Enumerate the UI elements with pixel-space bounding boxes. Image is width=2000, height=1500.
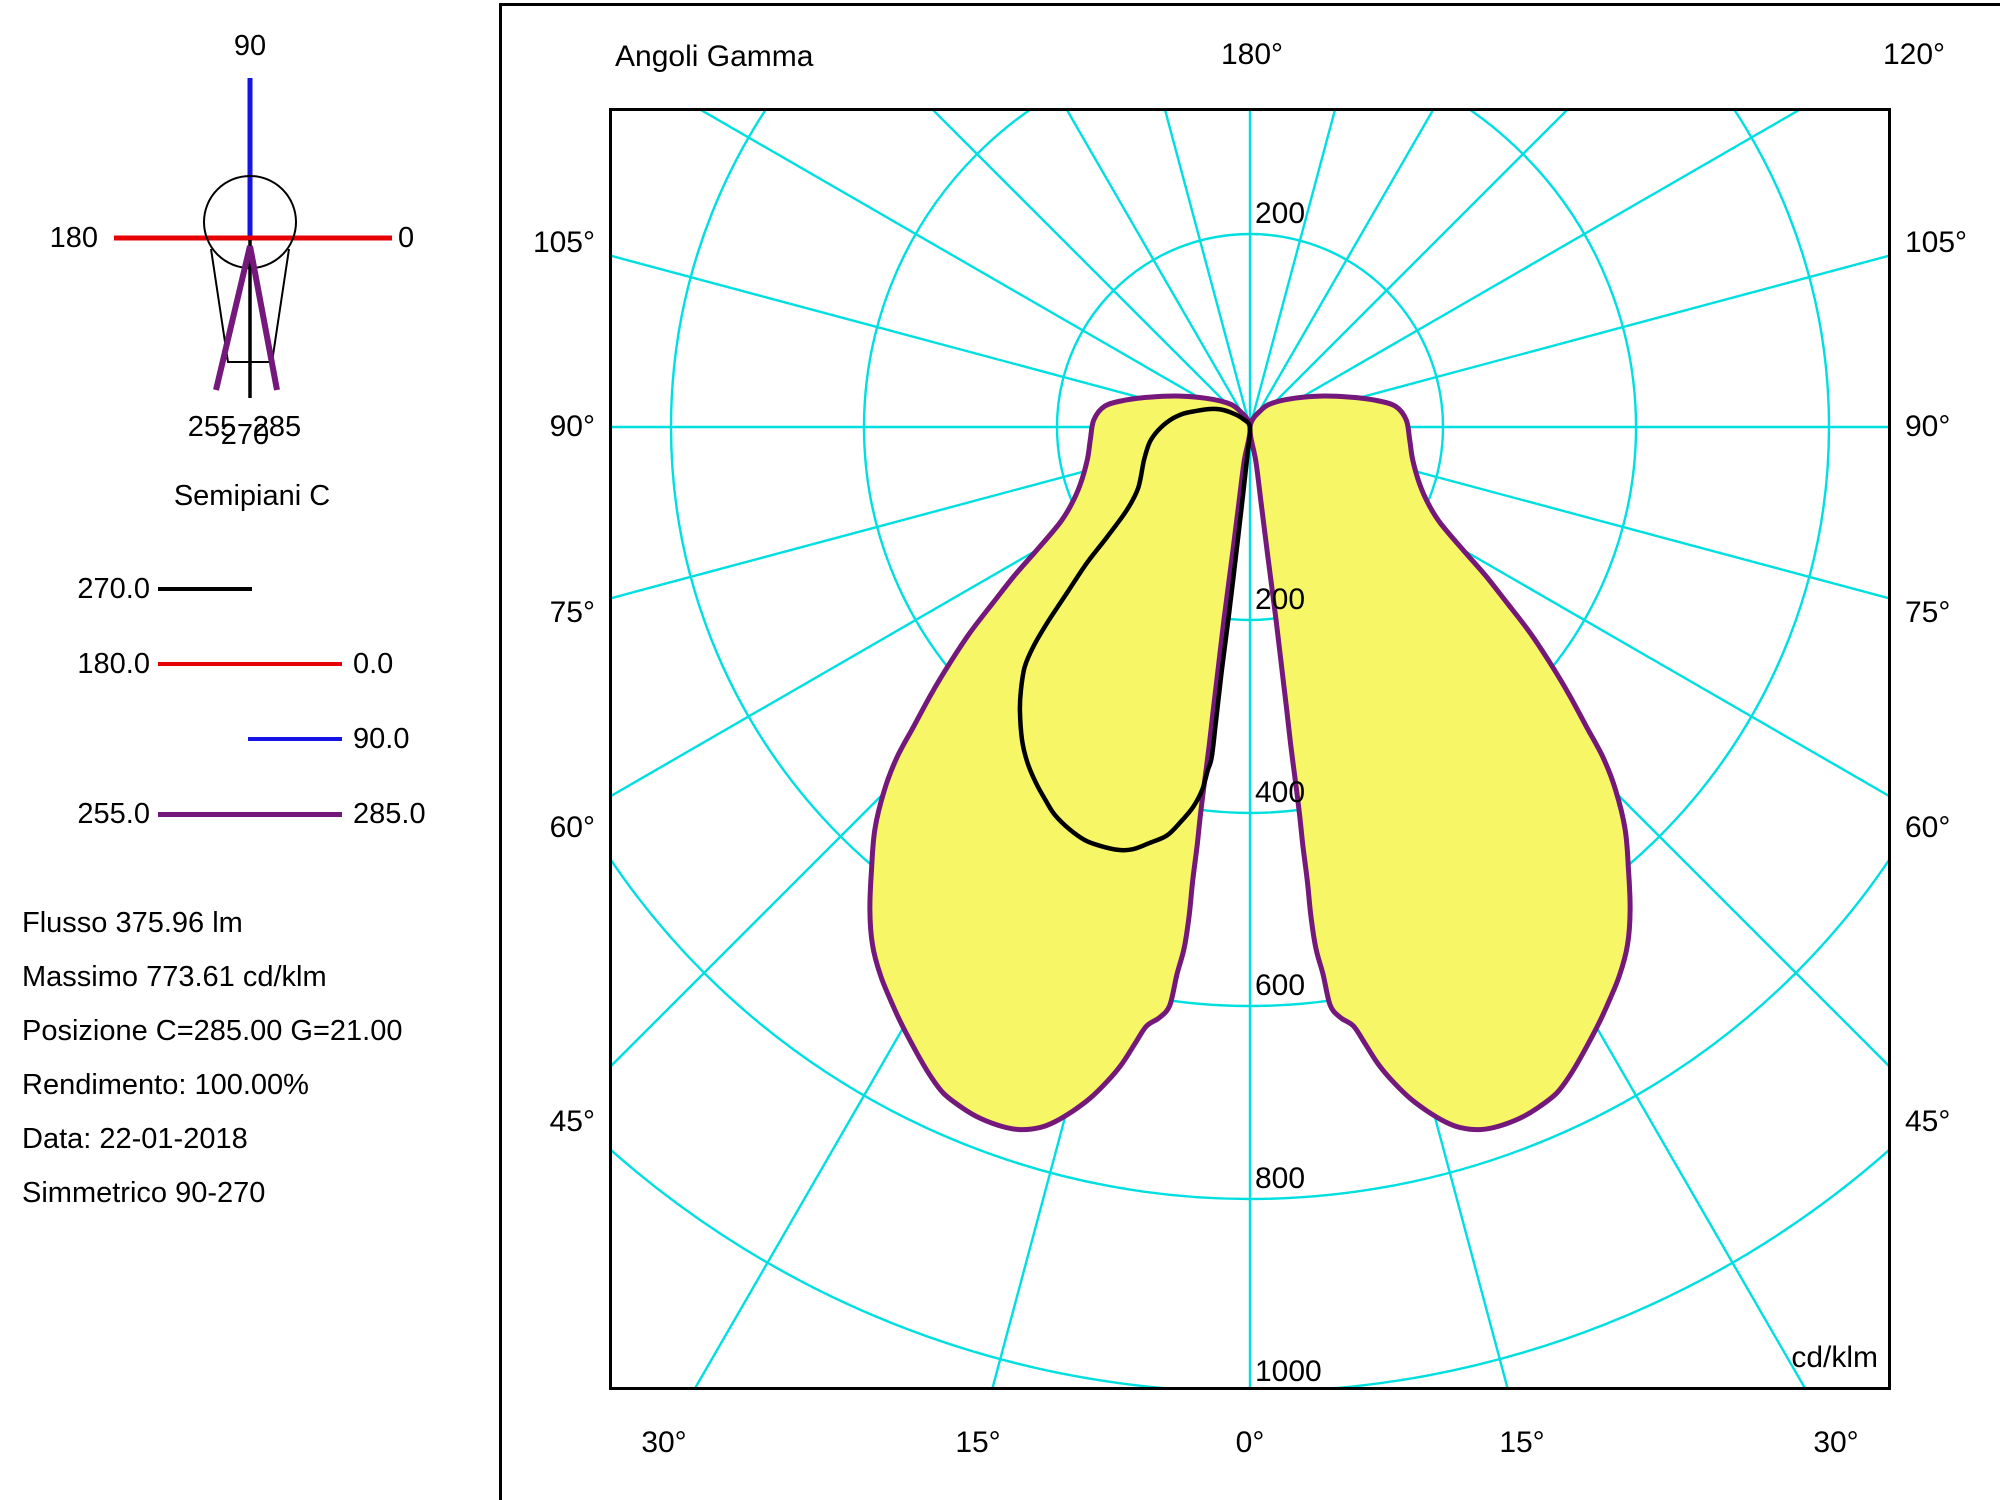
gamma-label-top-120: 120° xyxy=(1882,38,1946,71)
gamma-label-left-60: 60° xyxy=(549,811,595,844)
key-axis-270-label: 270 xyxy=(220,419,270,451)
radial-tick-label: 200 xyxy=(1255,583,1305,616)
gamma-label-bottom-30l: 30° xyxy=(641,1426,687,1459)
polar-grid-circle xyxy=(612,859,1888,1200)
polar-grid-ray xyxy=(1066,111,1252,428)
gamma-label-right-45: 45° xyxy=(1905,1105,1951,1138)
c285-axis-line xyxy=(247,245,280,391)
info-massimo: Massimo 773.61 cd/klm xyxy=(22,961,327,993)
info-flusso: Flusso 375.96 lm xyxy=(22,907,243,939)
info-posizione: Posizione C=285.00 G=21.00 xyxy=(22,1015,403,1047)
c255-axis-line xyxy=(213,245,253,391)
units-label: cd/klm xyxy=(1791,1341,1878,1374)
radial-tick-label: 800 xyxy=(1255,1162,1305,1195)
legend-label-0: 0.0 xyxy=(353,648,394,680)
gamma-label-top-180: 180° xyxy=(1220,38,1284,71)
key-diagram-title: Semipiani C xyxy=(173,480,331,512)
gamma-label-left-45: 45° xyxy=(549,1105,595,1138)
polar-grid-circle xyxy=(1055,232,1445,622)
polar-grid-ray xyxy=(1249,111,1800,429)
polar-grid-ray xyxy=(1249,425,1888,600)
polar-chart: 200 400 600 800 1000 200 xyxy=(612,111,1888,1387)
legend-label-255: 255.0 xyxy=(77,798,150,830)
info-data: Data: 22-01-2018 xyxy=(22,1123,248,1155)
polar-grid-ray xyxy=(1248,111,1434,428)
radial-tick-label: 400 xyxy=(1255,776,1305,809)
gamma-label-right-60: 60° xyxy=(1905,811,1951,844)
legend-label-285: 285.0 xyxy=(353,798,426,830)
legend-swatch-90 xyxy=(248,737,342,741)
polar-grid-circle xyxy=(862,111,1638,815)
info-simmetrico: Simmetrico 90-270 xyxy=(22,1177,266,1209)
legend-swatch-180-0 xyxy=(158,662,342,666)
gamma-label-left-75: 75° xyxy=(549,596,595,629)
gamma-label-left-90: 90° xyxy=(549,410,595,443)
polar-grid-ray xyxy=(612,254,1251,429)
gamma-label-bottom-15r: 15° xyxy=(1499,1426,1545,1459)
key-axis-285-label: 285 xyxy=(252,411,302,443)
polar-grid-ray xyxy=(1249,254,1888,429)
gamma-label-right-105: 105° xyxy=(1905,226,1968,259)
radial-tick-label: 600 xyxy=(1255,969,1305,1002)
polar-grid-ray xyxy=(612,425,1251,600)
radial-tick-label: 200 xyxy=(1255,197,1305,230)
polar-grid-ray xyxy=(1164,111,1252,428)
key-axis-90-label: 90 xyxy=(233,30,267,62)
key-axis-0-label: 0 xyxy=(398,222,415,254)
intensity-curve-c-255-0-285-0 xyxy=(867,393,1253,1133)
radial-tick-label: 1000 xyxy=(1255,1355,1322,1387)
polar-grid-circle xyxy=(669,111,1831,1008)
gamma-label-right-75: 75° xyxy=(1905,596,1951,629)
gamma-label-right-90: 90° xyxy=(1905,410,1951,443)
polar-grid-ray xyxy=(700,111,1251,429)
legend-label-90: 90.0 xyxy=(353,723,410,755)
legend-label-270: 270.0 xyxy=(77,573,150,605)
c-plane-key-icon xyxy=(114,78,392,398)
key-axis-180-label: 180 xyxy=(49,222,98,254)
key-axis-255-label: 255 xyxy=(187,411,237,443)
legend-swatch-255-285 xyxy=(158,812,342,817)
polar-grid-ray xyxy=(1248,111,1336,428)
legend-label-180: 180.0 xyxy=(77,648,150,680)
gamma-label-bottom-15l: 15° xyxy=(955,1426,1001,1459)
intensity-curve-c-255-0-285-0 xyxy=(1247,393,1633,1133)
gamma-label-left-105: 105° xyxy=(532,226,595,259)
chart-panel-frame xyxy=(499,3,2000,1500)
legend-swatch-270 xyxy=(158,587,252,591)
polar-plot-area: 200 400 600 800 1000 200 xyxy=(609,108,1891,1390)
gamma-label-bottom-0: 0° xyxy=(1235,1426,1265,1459)
polar-grid-ray xyxy=(932,111,1251,428)
polar-grid-ray xyxy=(1249,111,1568,428)
intensity-curve-c-270-0 xyxy=(1017,406,1253,853)
gamma-label-bottom-30r: 30° xyxy=(1813,1426,1859,1459)
chart-title: Angoli Gamma xyxy=(615,40,814,73)
info-rendimento: Rendimento: 100.00% xyxy=(22,1069,309,1101)
